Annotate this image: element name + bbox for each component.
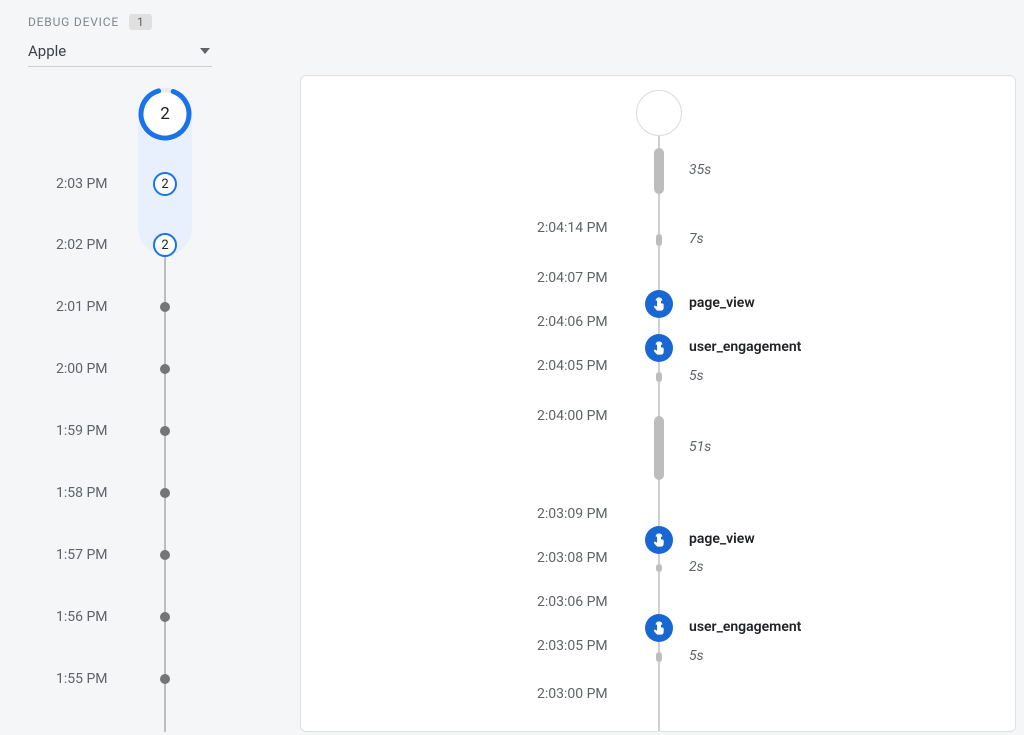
minute-row[interactable]: 1:58 PM <box>0 481 300 505</box>
detail-time-label: 2:03:06 PM <box>537 594 608 610</box>
detail-time-label: 2:04:00 PM <box>537 408 608 424</box>
detail-time-row: 2:04:06 PM <box>301 308 1015 336</box>
minute-row[interactable]: 1:56 PM <box>0 605 300 629</box>
minute-time-label: 1:55 PM <box>56 671 108 687</box>
minute-row[interactable]: 1:57 PM <box>0 543 300 567</box>
detail-gap-bar <box>656 234 662 246</box>
detail-time-label: 2:03:09 PM <box>537 506 608 522</box>
minutes-top-badge[interactable]: 2 <box>138 87 192 141</box>
detail-time-row: 2:03:06 PM <box>301 588 1015 616</box>
detail-gap-label: 5s <box>689 368 704 384</box>
minute-dot[interactable] <box>160 674 170 684</box>
detail-time-label: 2:03:08 PM <box>537 550 608 566</box>
minute-dot[interactable] <box>160 426 170 436</box>
minute-time-label: 1:57 PM <box>56 547 108 563</box>
minute-time-label: 2:03 PM <box>56 176 108 192</box>
detail-gap-label: 2s <box>689 559 704 575</box>
minute-time-label: 1:56 PM <box>56 609 108 625</box>
minute-time-label: 1:58 PM <box>56 485 108 501</box>
minute-row[interactable]: 1:55 PM <box>0 667 300 691</box>
debug-header: DEBUG DEVICE 1 Apple <box>0 0 1024 67</box>
detail-gap-bar <box>656 652 662 662</box>
main: 2 2:03 PM 2 2:02 PM 2 2:01 PM 2:00 PM 1:59 PM 1:… <box>0 67 1024 732</box>
minute-row[interactable]: 2:00 PM <box>0 357 300 381</box>
minutes-top-badge-value: 2 <box>138 87 192 141</box>
detail-time-label: 2:04:07 PM <box>537 270 608 286</box>
minute-dot[interactable] <box>160 364 170 374</box>
chevron-down-icon <box>200 48 210 54</box>
debug-header-row: DEBUG DEVICE 1 <box>28 14 1024 30</box>
debug-header-label: DEBUG DEVICE <box>28 15 119 29</box>
detail-panel: 35s2:04:14 PM7s2:04:07 PMpage_view2:04:0… <box>300 75 1016 732</box>
detail-gap-label: 7s <box>689 231 704 247</box>
detail-gap-bar <box>656 372 662 382</box>
minute-row[interactable]: 1:59 PM <box>0 419 300 443</box>
detail-gap-bar <box>654 416 664 480</box>
minute-time-label: 1:59 PM <box>56 423 108 439</box>
detail-time-row: 2:03:00 PM <box>301 680 1015 708</box>
detail-gap-label: 35s <box>689 162 711 178</box>
detail-time-label: 2:03:00 PM <box>537 686 608 702</box>
detail-time-label: 2:04:05 PM <box>537 358 608 374</box>
detail-gap-bar <box>654 148 664 194</box>
minute-dot[interactable] <box>160 612 170 622</box>
detail-time-label: 2:03:05 PM <box>537 638 608 654</box>
detail-time-label: 2:04:06 PM <box>537 314 608 330</box>
minute-badge[interactable]: 2 <box>153 233 177 257</box>
minute-time-label: 2:01 PM <box>56 299 108 315</box>
detail-track: 35s2:04:14 PM7s2:04:07 PMpage_view2:04:0… <box>301 76 1015 731</box>
detail-time-row: 2:03:09 PM <box>301 500 1015 528</box>
minutes-timeline: 2 2:03 PM 2 2:02 PM 2 2:01 PM 2:00 PM 1:59 PM 1:… <box>0 75 300 732</box>
minute-time-label: 2:00 PM <box>56 361 108 377</box>
device-select[interactable]: Apple <box>28 38 212 67</box>
minute-time-label: 2:02 PM <box>56 237 108 253</box>
minute-badge[interactable]: 2 <box>153 172 177 196</box>
minute-dot[interactable] <box>160 550 170 560</box>
minute-dot[interactable] <box>160 302 170 312</box>
detail-time-row: 2:04:07 PM <box>301 264 1015 292</box>
detail-time-label: 2:04:14 PM <box>537 220 608 236</box>
minute-dot[interactable] <box>160 488 170 498</box>
device-select-value: Apple <box>28 42 66 60</box>
detail-gap-label: 5s <box>689 648 704 664</box>
minute-row[interactable]: 2:02 PM 2 <box>0 233 300 257</box>
detail-gap-bar <box>656 564 662 572</box>
device-count-badge: 1 <box>129 14 152 30</box>
detail-gap-label: 51s <box>689 439 711 455</box>
minute-row[interactable]: 2:01 PM <box>0 295 300 319</box>
minute-row[interactable]: 2:03 PM 2 <box>0 172 300 196</box>
